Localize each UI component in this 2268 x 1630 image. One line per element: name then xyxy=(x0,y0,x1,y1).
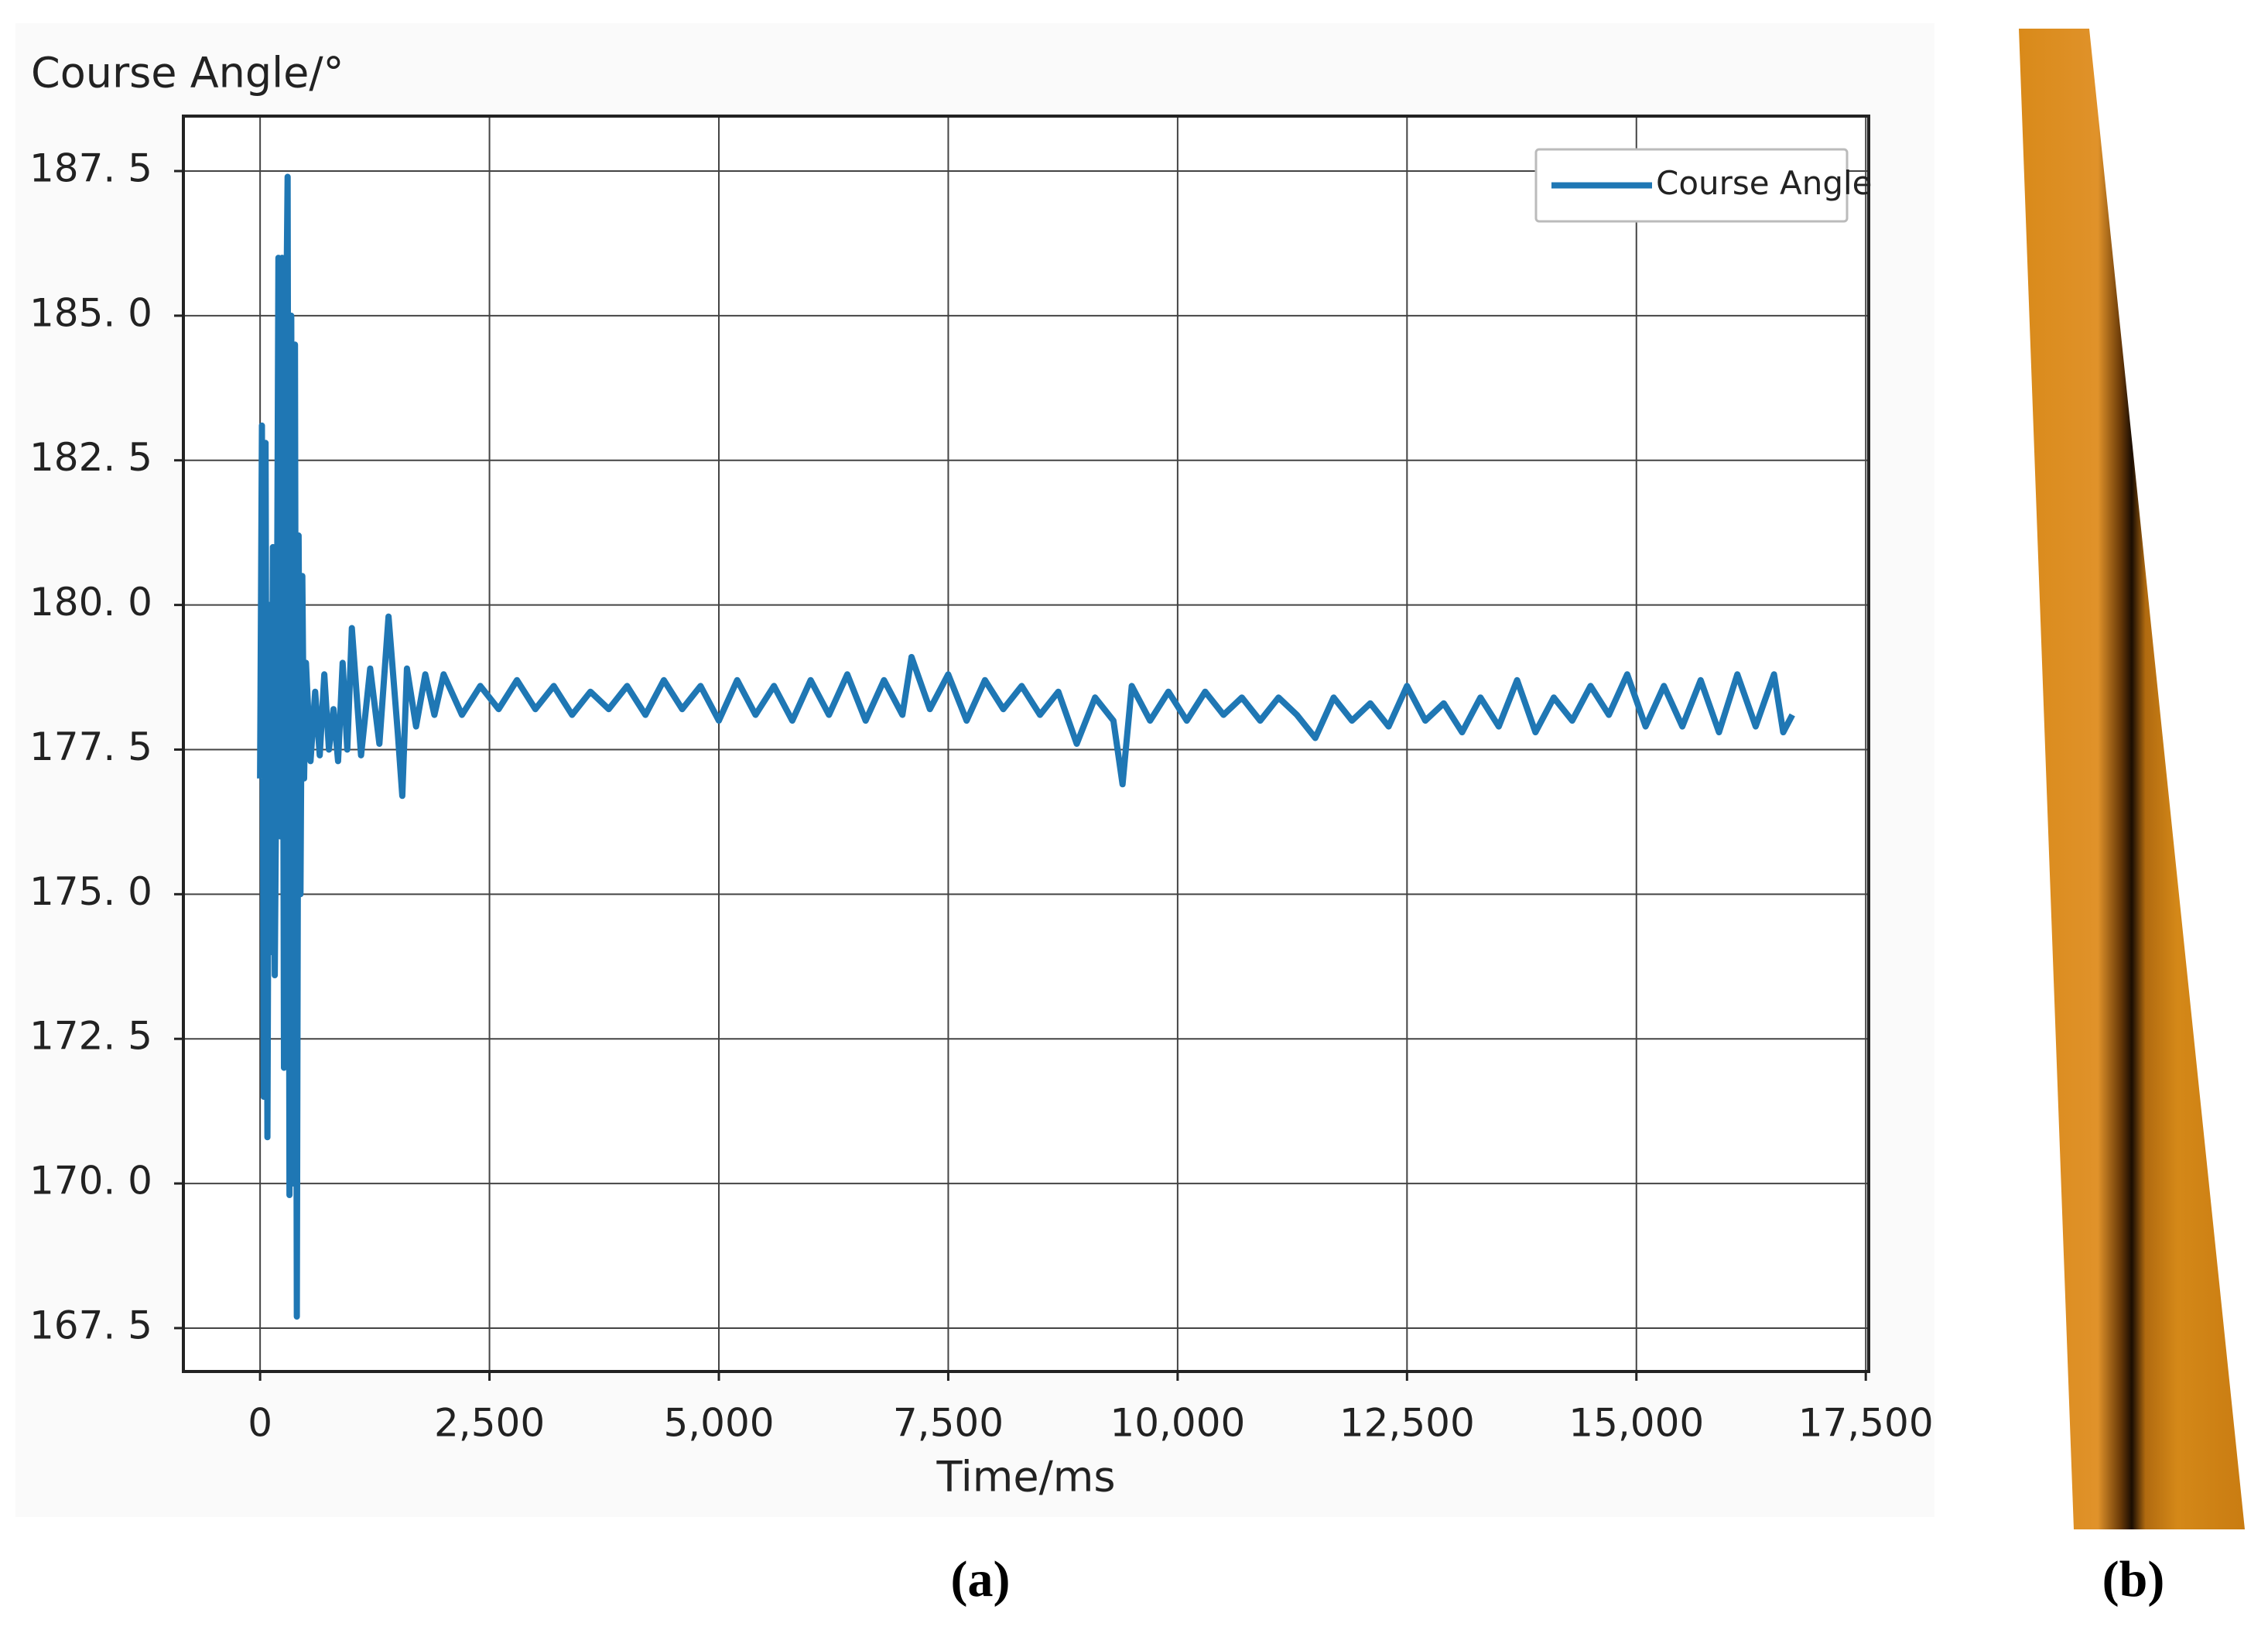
x-tick-label: 10,000 xyxy=(1110,1401,1245,1446)
y-tick-label: 182. 5 xyxy=(29,435,152,480)
y-tick-label: 170. 0 xyxy=(29,1159,152,1204)
y-tick-label: 185. 0 xyxy=(29,290,152,335)
y-tick-label: 187. 5 xyxy=(29,146,152,191)
x-tick-label: 15,000 xyxy=(1568,1401,1704,1446)
panel-label: (b) xyxy=(2102,1551,2165,1608)
panel-label: (a) xyxy=(951,1551,1011,1608)
x-tick-label: 12,500 xyxy=(1339,1401,1475,1446)
x-tick-label: 7,500 xyxy=(893,1401,1004,1446)
y-tick-label: 177. 5 xyxy=(29,724,152,769)
plot-frame xyxy=(182,115,1870,1373)
y-axis-label: Course Angle/° xyxy=(31,49,344,98)
y-tick-label: 175. 0 xyxy=(29,869,152,914)
x-tick-label: 2,500 xyxy=(434,1401,545,1446)
chart: 167. 5 170. 0 172. 5 175. 0 177. 5 180. 0 182.… xyxy=(29,49,1934,1502)
y-tick-label: 180. 0 xyxy=(29,580,152,625)
plot-area xyxy=(183,116,1869,1371)
x-axis-label: Time/ms xyxy=(936,1453,1115,1502)
legend-label: Course Angle xyxy=(1656,164,1873,202)
x-tick-label: 0 xyxy=(248,1401,272,1446)
photo-panel-b xyxy=(2019,29,2245,1529)
x-tick-label: 5,000 xyxy=(663,1401,774,1446)
y-tick-label: 172. 5 xyxy=(29,1014,152,1059)
x-tick-label: 17,500 xyxy=(1798,1401,1934,1446)
data-line xyxy=(257,173,1795,1320)
legend-box xyxy=(1534,148,1849,223)
y-tick-label: 167. 5 xyxy=(29,1303,152,1347)
